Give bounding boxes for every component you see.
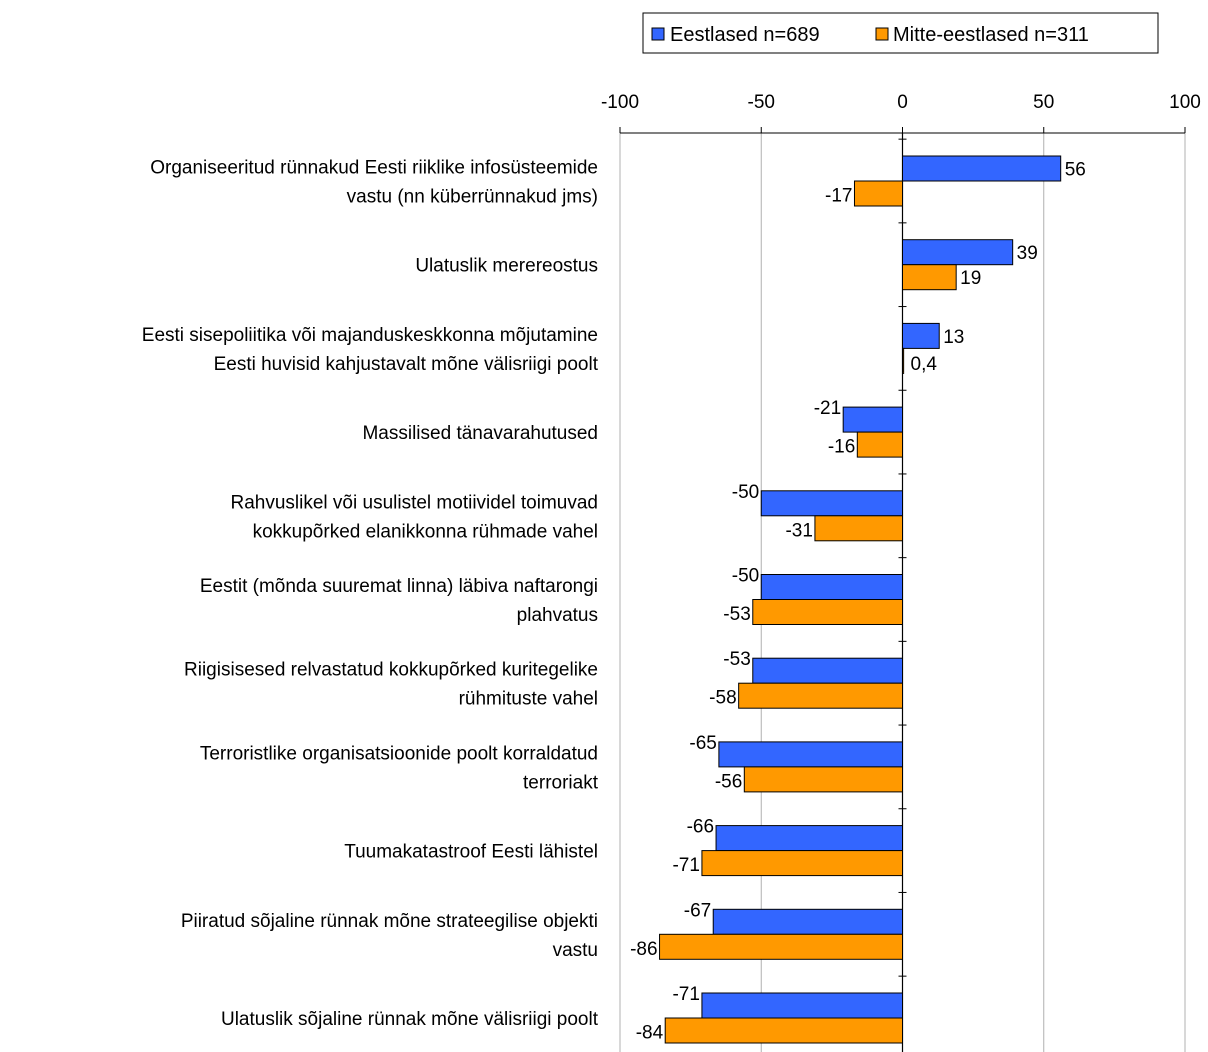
data-label: -56	[715, 771, 742, 792]
data-label: -53	[723, 649, 750, 670]
bar	[712, 908, 903, 935]
tick-label: 100	[1169, 92, 1201, 113]
bar	[664, 1017, 904, 1044]
category-label: kokkupõrked elanikkonna rühmade vahel	[253, 521, 598, 542]
data-label: -86	[630, 939, 657, 960]
category-label: Tuumakatastroof Eesti lähistel	[344, 842, 598, 863]
category-label: Riigisisesed relvastatud kokkupõrked kur…	[184, 660, 598, 681]
tick-label: -100	[601, 92, 639, 113]
data-label: -50	[732, 566, 759, 587]
bar	[902, 347, 905, 374]
category-label: Ulatuslik merereostus	[415, 256, 598, 277]
category-label: Eestit (mõnda suuremat linna) läbiva naf…	[200, 576, 598, 597]
data-label: 56	[1065, 160, 1086, 181]
bar	[752, 657, 904, 684]
category-label: Terroristlike organisatsioonide poolt ko…	[200, 743, 598, 764]
tick-label: 50	[1033, 92, 1054, 113]
bar	[659, 933, 903, 960]
data-label: -21	[814, 398, 841, 419]
category-label: vastu (nn küberrünnakud jms)	[347, 187, 598, 208]
data-label: -31	[785, 520, 812, 541]
category-label: Rahvuslikel või usulistel motiividel toi…	[231, 492, 599, 513]
category-label: Eesti sisepoliitika või majanduskeskkonn…	[142, 325, 598, 346]
data-label: -65	[689, 733, 716, 754]
bar	[701, 850, 903, 877]
bar	[856, 431, 903, 458]
category-label: plahvatus	[517, 605, 598, 626]
category-label: Piiratud sõjaline rünnak mõne strateegil…	[181, 911, 598, 932]
category-label: Organiseeritud rünnakud Eesti riiklike i…	[150, 158, 598, 179]
data-label: -66	[687, 817, 714, 838]
legend-label-mitte-eestlased: Mitte-eestlased n=311	[893, 24, 1089, 46]
data-label: 13	[943, 327, 964, 348]
bar	[760, 490, 903, 517]
data-label: -71	[672, 855, 699, 876]
category-label: Massilised tänavarahutused	[362, 423, 598, 444]
bar	[902, 322, 940, 349]
bar	[760, 574, 903, 600]
bar	[902, 239, 1014, 266]
bar	[902, 155, 1062, 182]
category-label: Ulatuslik sõjaline rünnak mõne välisriig…	[221, 1009, 599, 1030]
bar	[718, 741, 903, 768]
bar	[701, 992, 903, 1019]
tick-label: 0	[897, 92, 908, 113]
bars: 56 -17 39 19 130,4 -21 -16 -50 -31 -50 -53 -53 -58 -6…	[630, 155, 1086, 1044]
legend-label-eestlased: Eestlased n=689	[670, 24, 820, 46]
data-label: -16	[828, 437, 855, 458]
data-label: -67	[684, 900, 711, 921]
legend-swatch-mitte-eestlased	[875, 27, 889, 41]
legend-swatch-eestlased	[651, 27, 665, 41]
bar	[743, 766, 903, 793]
category-label: Eesti huvisid kahjustavalt mõne välisrii…	[214, 354, 599, 375]
legend-box	[642, 12, 1159, 54]
data-label: 19	[960, 268, 981, 289]
category-label: vastu	[553, 940, 598, 961]
bar	[752, 599, 904, 625]
bar	[842, 406, 903, 433]
category-label: terroriakt	[523, 772, 599, 793]
data-label: -53	[723, 604, 750, 625]
bar	[902, 264, 957, 291]
category-labels: Organiseeritud rünnakud Eesti riiklike i…	[142, 158, 599, 1031]
bar	[853, 180, 903, 207]
data-label: -50	[732, 482, 759, 503]
bar	[715, 825, 903, 852]
bar	[738, 682, 904, 709]
data-label: -84	[636, 1023, 664, 1044]
bar	[814, 515, 903, 542]
data-label: -17	[825, 186, 852, 207]
tick-label: -50	[748, 92, 775, 113]
data-label: -58	[709, 688, 736, 709]
data-label: -71	[672, 984, 699, 1005]
data-label: 39	[1017, 243, 1038, 264]
data-label: 0,4	[911, 354, 938, 375]
category-label: rühmituste vahel	[459, 689, 598, 710]
